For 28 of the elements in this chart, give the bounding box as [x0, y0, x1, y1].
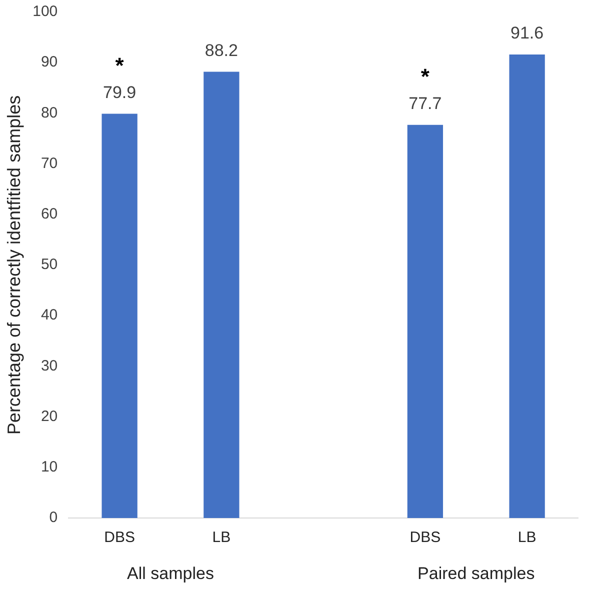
- y-tick-label: 30: [40, 357, 58, 374]
- data-label: 88.2: [204, 40, 238, 60]
- y-tick-label: 10: [40, 458, 58, 476]
- y-tick-label: 100: [32, 3, 58, 20]
- text: Paired samples: [418, 564, 535, 584]
- y-tick-label: 0: [49, 509, 58, 526]
- text: All samples: [127, 564, 214, 584]
- x-tick-label: LB: [212, 529, 231, 546]
- annotation: *: [420, 64, 430, 89]
- data-label: 77.7: [408, 94, 442, 114]
- y-tick-label: 70: [40, 154, 58, 172]
- y-tick-label: 50: [40, 256, 58, 274]
- bar: [407, 124, 444, 518]
- y-tick-label: 60: [40, 206, 58, 223]
- y-tick-label: 90: [40, 54, 58, 71]
- x-tick-label: DBS: [410, 529, 441, 546]
- data-label: 79.9: [103, 82, 136, 102]
- y-tick-label: 80: [40, 104, 58, 122]
- x-tick-label: DBS: [104, 529, 135, 546]
- x-tick-label: LB: [518, 529, 536, 546]
- bar: [102, 114, 138, 518]
- annotation: *: [115, 52, 124, 78]
- y-tick-label: 40: [40, 306, 58, 324]
- bar: [509, 54, 545, 518]
- y-tick-label: 20: [40, 408, 58, 425]
- bar: [204, 72, 240, 518]
- data-label: 91.6: [510, 24, 544, 43]
- y-axis-title: Percentage of correctly identfitied samples: [4, 95, 24, 435]
